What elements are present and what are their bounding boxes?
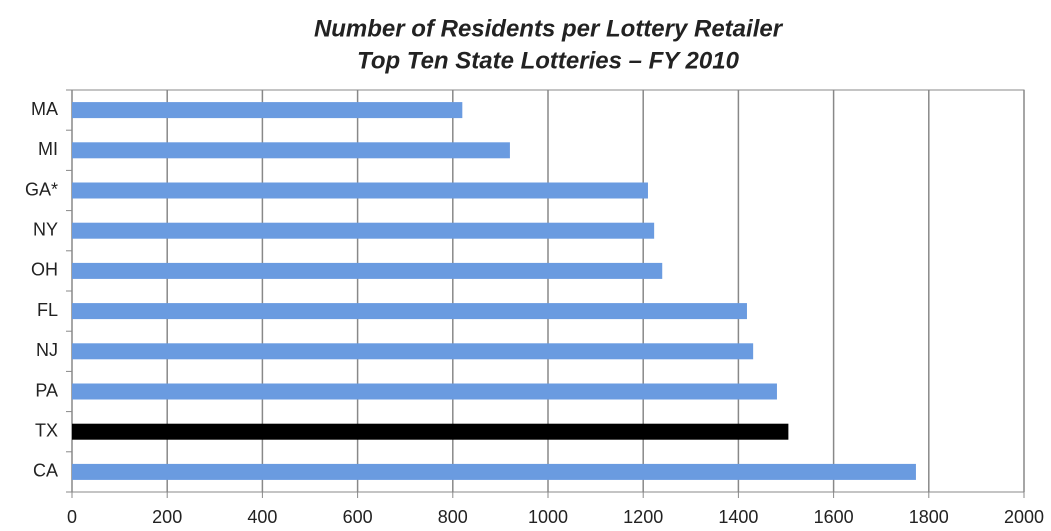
y-tick-label: NY	[33, 219, 58, 239]
bar	[72, 102, 463, 119]
chart-title: Number of Residents per Lottery Retailer	[314, 15, 784, 42]
bar	[72, 423, 789, 440]
x-tick-label: 800	[438, 507, 468, 527]
y-tick-label: OH	[31, 260, 58, 280]
bar	[72, 222, 655, 239]
bar	[72, 383, 777, 400]
y-tick-label: TX	[35, 420, 58, 440]
x-tick-label: 400	[247, 507, 277, 527]
y-tick-label: MA	[31, 99, 58, 119]
x-tick-label: 600	[343, 507, 373, 527]
y-tick-label: CA	[33, 461, 58, 481]
x-tick-label: 1800	[909, 507, 949, 527]
chart-subtitle: Top Ten State Lotteries – FY 2010	[357, 47, 740, 74]
bar	[72, 343, 754, 360]
x-tick-label: 1400	[718, 507, 758, 527]
x-tick-label: 1000	[528, 507, 568, 527]
y-tick-label: PA	[35, 380, 58, 400]
x-tick-label: 0	[67, 507, 77, 527]
y-tick-label: FL	[37, 300, 58, 320]
x-tick-label: 1200	[623, 507, 663, 527]
y-tick-label: GA*	[25, 179, 58, 199]
bar	[72, 142, 510, 159]
bar	[72, 182, 648, 199]
x-tick-label: 2000	[1004, 507, 1044, 527]
bar	[72, 262, 663, 279]
x-tick-label: 1600	[814, 507, 854, 527]
bar	[72, 463, 916, 480]
y-tick-label: MI	[38, 139, 58, 159]
bar	[72, 303, 747, 320]
y-tick-label: NJ	[36, 340, 58, 360]
x-tick-label: 200	[152, 507, 182, 527]
